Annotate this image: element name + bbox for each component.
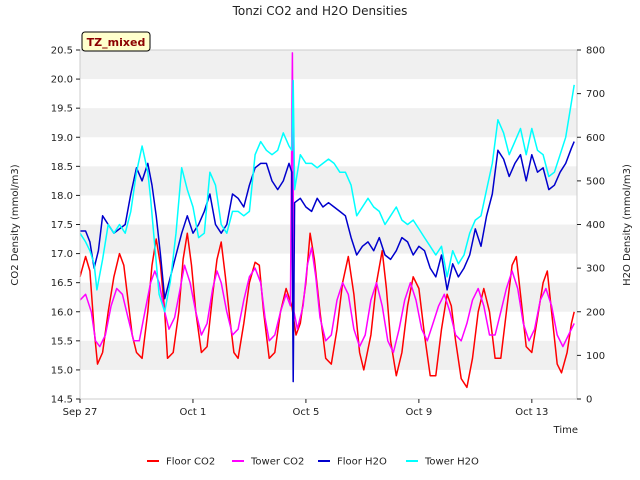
right-tick-label: 800 <box>586 46 605 57</box>
left-tick-label: 16.0 <box>51 307 73 318</box>
x-tick-label: Oct 9 <box>405 407 432 418</box>
legend-label: Tower H2O <box>424 457 479 468</box>
right-tick-label: 100 <box>586 351 605 362</box>
right-tick-label: 600 <box>586 133 605 144</box>
legend-label: Tower CO2 <box>250 457 304 468</box>
left-tick-label: 15.0 <box>51 365 73 376</box>
grid-band <box>80 166 577 196</box>
legend-label: Floor H2O <box>337 457 387 468</box>
right-y-axis: 0 100 200 300 400 500 600 700 800 <box>577 46 605 406</box>
left-y-axis-label: CO2 Density (mmol/m3) <box>10 164 21 285</box>
left-tick-label: 20.0 <box>51 75 73 86</box>
right-tick-label: 0 <box>586 395 592 406</box>
site-badge: TZ_mixed <box>81 31 151 52</box>
left-tick-label: 15.5 <box>51 336 73 347</box>
right-tick-label: 700 <box>586 89 605 100</box>
left-tick-label: 19.0 <box>51 133 73 144</box>
right-tick-label: 300 <box>586 264 605 275</box>
legend-label: Floor CO2 <box>166 457 215 468</box>
x-tick-label: Sep 27 <box>63 407 98 418</box>
series-layer <box>79 52 575 389</box>
left-tick-label: 19.5 <box>51 104 73 115</box>
left-tick-label: 20.5 <box>51 46 73 57</box>
series-line-tower-h2o <box>79 79 575 313</box>
left-tick-label: 17.5 <box>51 220 73 231</box>
x-axis-label: Time <box>553 425 578 436</box>
left-tick-label: 17.0 <box>51 249 73 260</box>
right-tick-label: 400 <box>586 220 605 231</box>
left-tick-label: 18.0 <box>51 191 73 202</box>
left-tick-label: 18.5 <box>51 162 73 173</box>
x-tick-label: Oct 1 <box>180 407 207 418</box>
legend: Floor CO2 Tower CO2 Floor H2O Tower H2O <box>147 457 479 468</box>
x-tick-label: Oct 13 <box>515 407 548 418</box>
x-axis: Sep 27 Oct 1 Oct 5 Oct 9 Oct 13 <box>63 399 548 418</box>
grid-band <box>80 108 577 138</box>
right-tick-label: 200 <box>586 307 605 318</box>
site-badge-label: TZ_mixed <box>87 36 146 49</box>
grid-band <box>80 224 577 254</box>
left-tick-label: 16.5 <box>51 278 73 289</box>
left-tick-label: 14.5 <box>51 395 73 406</box>
series-line-tower-co2 <box>79 52 575 354</box>
chart-title: Tonzi CO2 and H2O Densities <box>232 4 408 18</box>
right-y-axis-label: H2O Density (mmol/m3) <box>622 164 633 286</box>
series-line-floor-co2 <box>79 232 575 389</box>
left-y-axis: 14.5 15.0 15.5 16.0 16.5 17.0 17.5 18.0 18.5 19.0… <box>51 46 80 406</box>
series-line-floor-h2o <box>80 141 575 383</box>
grid-band <box>80 50 577 80</box>
right-tick-label: 500 <box>586 176 605 187</box>
x-tick-label: Oct 5 <box>292 407 319 418</box>
